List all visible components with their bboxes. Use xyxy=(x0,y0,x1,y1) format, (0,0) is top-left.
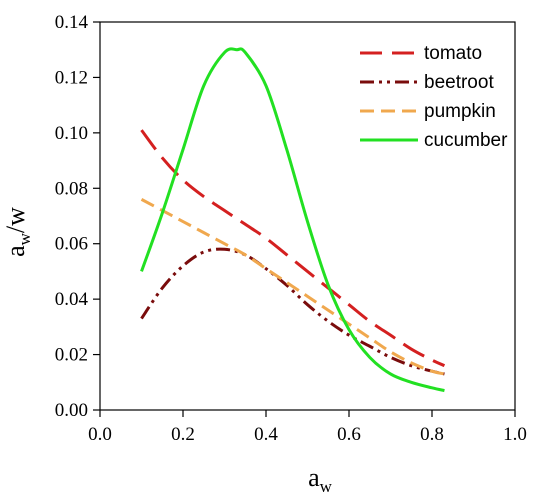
x-axis-ticks: 0.0 0.2 0.4 0.6 0.8 1.0 xyxy=(88,410,527,445)
y-axis-ticks: 0.00 0.02 0.04 0.06 0.08 0.10 0.12 0.14 xyxy=(55,12,100,421)
series-line-pumpkin xyxy=(140,198,445,376)
legend: tomato beetroot pumpkin cucumber xyxy=(360,43,508,151)
plot-frame xyxy=(99,21,516,411)
y-tick-label: 0.14 xyxy=(55,12,89,33)
y-axis-label: aw/w xyxy=(1,207,34,257)
x-tick-label: 0.6 xyxy=(337,424,361,445)
y-tick-label: 0.10 xyxy=(55,123,88,144)
plot-area xyxy=(99,21,516,411)
x-tick-label: 0.8 xyxy=(420,424,444,445)
legend-label-tomato: tomato xyxy=(424,43,482,64)
x-tick-label: 0.2 xyxy=(171,424,195,445)
x-tick-label: 0.0 xyxy=(88,424,112,445)
x-tick-label: 0.4 xyxy=(254,424,278,445)
y-tick-label: 0.12 xyxy=(55,67,88,88)
legend-label-pumpkin: pumpkin xyxy=(424,101,496,122)
series-line-beetroot xyxy=(140,247,445,376)
series-line-tomato xyxy=(140,129,446,368)
legend-label-beetroot: beetroot xyxy=(424,72,494,93)
y-tick-label: 0.00 xyxy=(55,400,88,421)
y-tick-label: 0.08 xyxy=(55,178,88,199)
y-tick-label: 0.06 xyxy=(55,234,88,255)
series-line-cucumber xyxy=(140,47,445,393)
y-tick-label: 0.04 xyxy=(55,289,89,310)
legend-label-cucumber: cucumber xyxy=(424,130,508,151)
x-tick-label: 1.0 xyxy=(503,424,527,445)
series-layer xyxy=(140,47,446,393)
y-tick-label: 0.02 xyxy=(55,345,88,366)
x-axis-label: aw xyxy=(308,463,333,496)
